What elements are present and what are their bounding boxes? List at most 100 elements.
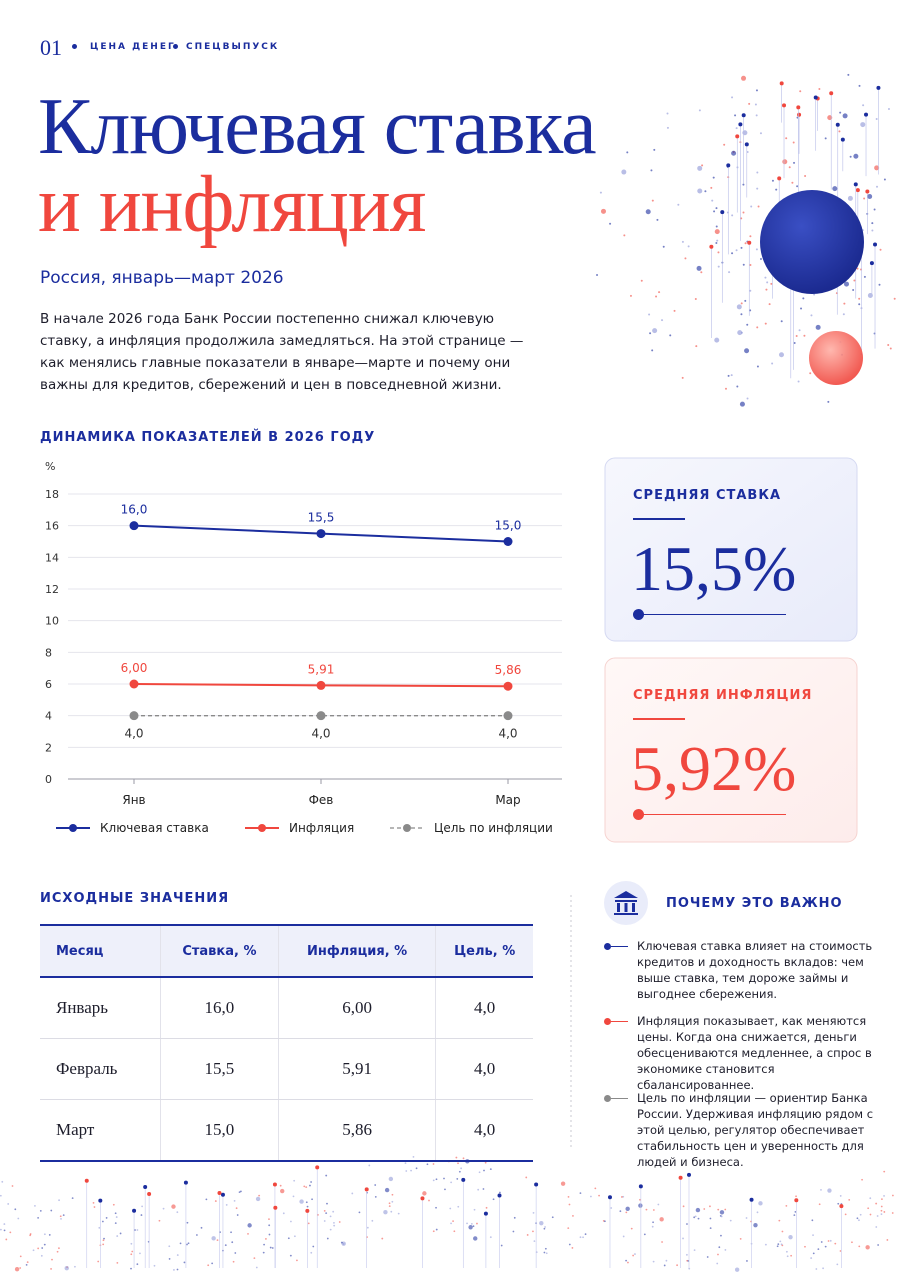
- particle: [827, 1240, 830, 1242]
- particle: [781, 1230, 784, 1233]
- particle: [140, 1214, 143, 1216]
- particle: [829, 1239, 832, 1242]
- particle: [231, 1241, 234, 1244]
- particle: [742, 130, 748, 136]
- data-point: [503, 711, 513, 721]
- particle: [263, 1243, 265, 1246]
- particle: [793, 161, 796, 164]
- particle: [43, 1233, 46, 1236]
- table-cell: 5,91: [277, 1038, 436, 1100]
- particle: [682, 1237, 684, 1240]
- particle: [268, 1224, 271, 1227]
- particle: [103, 1237, 105, 1240]
- particle: [746, 397, 749, 400]
- particle: [139, 1252, 141, 1255]
- particle: [568, 1203, 571, 1206]
- particle: [366, 1191, 368, 1194]
- particle: [545, 1252, 548, 1255]
- card-line: [638, 814, 786, 815]
- particle: [669, 334, 672, 337]
- particle: [856, 1217, 859, 1220]
- particle: [41, 1247, 44, 1249]
- data-point: [503, 537, 513, 546]
- particle: [179, 1242, 182, 1245]
- particle: [736, 304, 742, 310]
- particle: [746, 1260, 748, 1262]
- particle: [697, 165, 703, 171]
- table-row: Март 15,0 5,86 4,0: [40, 1099, 533, 1162]
- particle: [742, 211, 745, 214]
- particle: [634, 1253, 636, 1255]
- particle: [673, 309, 676, 312]
- particle: [309, 1184, 311, 1187]
- particle: [797, 112, 802, 117]
- particle: [101, 1220, 104, 1223]
- particle: [780, 1243, 783, 1246]
- particle: [383, 1209, 388, 1215]
- particle: [186, 1221, 189, 1224]
- card-label: СРЕДНЯЯ ИНФЛЯЦИЯ: [633, 688, 813, 703]
- particle: [731, 150, 737, 156]
- particle: [625, 1211, 628, 1214]
- particle: [162, 1207, 165, 1210]
- particle: [859, 1213, 862, 1216]
- particle: [792, 141, 795, 144]
- particle: [648, 313, 651, 316]
- particle: [116, 1235, 119, 1237]
- particle: [280, 1188, 285, 1194]
- particle: [812, 1234, 814, 1237]
- particle: [105, 1217, 108, 1219]
- particle: [818, 1203, 821, 1206]
- particle: [649, 332, 652, 335]
- particle: [235, 1207, 238, 1210]
- particle: [368, 1164, 371, 1167]
- particle: [303, 1185, 306, 1188]
- x-tick-label: Фев: [309, 793, 334, 807]
- particle: [780, 320, 783, 323]
- particle: [186, 1243, 188, 1246]
- particle: [688, 1267, 691, 1270]
- particle: [686, 1172, 691, 1177]
- particle: [785, 1204, 788, 1207]
- particle: [653, 148, 656, 151]
- particle: [230, 1231, 232, 1234]
- particle: [532, 1230, 534, 1233]
- legend-label: Инфляция: [289, 821, 354, 835]
- particle: [366, 1226, 369, 1229]
- particle: [315, 1165, 320, 1170]
- rubric: ЦЕНА ДЕНЕГ: [90, 42, 176, 52]
- title-line: и инфляция: [38, 161, 426, 249]
- particle: [755, 248, 758, 251]
- particle: [473, 1236, 478, 1241]
- particle: [744, 242, 747, 245]
- particle: [484, 1161, 487, 1164]
- card: СРЕДНЯЯ ИНФЛЯЦИЯ 5,92%: [605, 658, 857, 840]
- particle: [709, 1205, 711, 1208]
- particle: [7, 1203, 10, 1205]
- particle: [703, 1208, 706, 1210]
- particle: [255, 1266, 258, 1269]
- particle: [716, 239, 719, 242]
- particle: [874, 165, 880, 171]
- particle: [706, 1256, 709, 1258]
- value-label: 16,0: [121, 503, 148, 517]
- particle: [694, 1215, 697, 1218]
- particle: [740, 217, 743, 220]
- particle: [607, 1195, 612, 1200]
- particle: [810, 314, 813, 317]
- card-bg: [604, 457, 858, 642]
- particle: [809, 372, 812, 375]
- particle: [435, 1178, 438, 1181]
- particle: [744, 142, 749, 147]
- particle: [50, 1209, 53, 1212]
- bullet-dot: [604, 1018, 611, 1025]
- particle: [473, 1208, 476, 1211]
- particle: [860, 122, 866, 128]
- particle: [865, 189, 870, 194]
- particle: [658, 291, 661, 294]
- particle: [391, 1200, 394, 1203]
- intro: В начале 2026 года Банк России постепенн…: [40, 311, 524, 393]
- column-header: Цель, %: [435, 924, 533, 978]
